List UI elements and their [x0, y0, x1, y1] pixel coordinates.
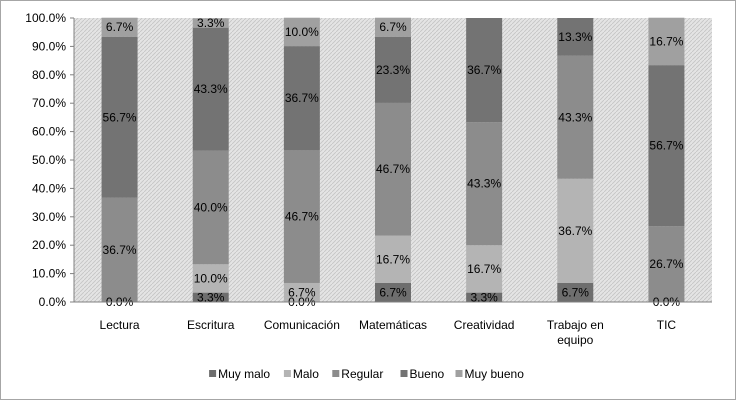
data-label: 6.7% — [106, 20, 134, 34]
legend-label: Malo — [293, 367, 319, 381]
bar-segment-regular — [375, 102, 411, 236]
data-label: 6.7% — [562, 285, 590, 299]
x-tick-label: TIC — [657, 318, 677, 332]
y-tick-label: 80.0% — [32, 68, 66, 82]
data-labels: 0.0%36.7%56.7%6.7%3.3%10.0%40.0%43.3%3.3… — [103, 16, 684, 309]
legend-label: Muy bueno — [465, 367, 525, 381]
legend-swatch — [332, 370, 340, 377]
y-tick-label: 0.0% — [39, 295, 67, 309]
bar-segment-malo — [192, 264, 229, 293]
bar-segment-regular — [283, 150, 320, 283]
bar-segment-regular — [192, 150, 229, 265]
data-label: 56.7% — [103, 110, 137, 124]
y-tick-label: 20.0% — [32, 238, 66, 252]
bar-segment-muy-bueno — [375, 17, 411, 37]
bar-segment-malo — [283, 282, 320, 302]
bar-segment-bueno — [375, 36, 411, 103]
y-tick-label: 70.0% — [32, 96, 66, 110]
bar-segment-muy-malo — [557, 282, 594, 302]
data-label: 46.7% — [376, 162, 410, 176]
y-tick-label: 10.0% — [32, 267, 66, 281]
data-label: 36.7% — [558, 224, 592, 238]
data-label: 26.7% — [649, 257, 683, 271]
data-label: 6.7% — [379, 20, 407, 34]
y-tick-label: 30.0% — [32, 210, 66, 224]
x-tick-label: Comunicación — [264, 318, 340, 332]
bar-segment-muy-bueno — [192, 18, 229, 28]
data-label: 16.7% — [649, 34, 683, 48]
y-tick-label: 40.0% — [32, 181, 66, 195]
data-label: 40.0% — [194, 200, 228, 214]
bar-segment-regular — [648, 226, 685, 302]
y-tick-label: 60.0% — [32, 125, 66, 139]
bar-segment-muy-malo — [192, 292, 229, 302]
data-label: 46.7% — [285, 210, 319, 224]
x-tick-label: Lectura — [100, 318, 140, 332]
legend-swatch — [455, 370, 463, 377]
y-tick-label: 100.0% — [25, 11, 66, 25]
data-label: 16.7% — [467, 262, 501, 276]
data-label: 6.7% — [288, 285, 316, 299]
bar-segment-malo — [466, 245, 503, 293]
y-axis: 0.0% 10.0% 20.0% 30.0% 40.0% 50.0% 60.0% 70.0% 8… — [25, 11, 75, 309]
bar-segment-bueno — [466, 18, 503, 123]
bar-segment-muy-bueno — [283, 17, 320, 47]
legend-label: Regular — [341, 367, 383, 381]
legend-swatch — [209, 370, 217, 377]
bar-segment-bueno — [192, 27, 229, 151]
bar-segment-muy-bueno — [101, 17, 138, 37]
data-label: 56.7% — [649, 139, 683, 153]
bar-segment-bueno — [283, 46, 320, 151]
data-label: 3.3% — [197, 290, 225, 304]
data-label: 43.3% — [558, 110, 592, 124]
data-label: 23.3% — [376, 63, 410, 77]
legend-swatch — [400, 370, 408, 377]
x-tick-label: Creatividad — [454, 318, 515, 332]
legend: Muy malo Malo Regular Bueno Muy bueno — [209, 367, 524, 381]
data-label: 10.0% — [285, 25, 319, 39]
data-label: 36.7% — [285, 91, 319, 105]
data-label: 13.3% — [558, 30, 592, 44]
data-label: 36.7% — [103, 243, 137, 257]
data-label: 6.7% — [379, 285, 407, 299]
bar-segment-muy-bueno — [648, 17, 685, 66]
x-axis: Lectura Escritura Comunicación Matemáticas C… — [74, 301, 712, 347]
data-label: 43.3% — [467, 177, 501, 191]
bars — [101, 17, 685, 302]
data-label: 10.0% — [194, 271, 228, 285]
y-tick-label: 90.0% — [32, 39, 66, 53]
bar-segment-malo — [375, 235, 411, 283]
data-label: 36.7% — [467, 63, 501, 77]
legend-label: Muy malo — [218, 367, 270, 381]
bar-segment-malo — [557, 178, 594, 283]
bar-segment-muy-malo — [375, 282, 411, 302]
bar-segment-regular — [466, 122, 503, 246]
x-tick-label: Escritura — [187, 318, 235, 332]
legend-swatch — [283, 370, 291, 377]
bar-segment-muy-malo — [466, 292, 503, 302]
bar-segment-regular — [101, 197, 138, 302]
bar-segment-bueno — [101, 36, 138, 198]
bar-segment-regular — [557, 55, 594, 179]
x-tick-label: Matemáticas — [359, 318, 427, 332]
data-label: 3.3% — [197, 16, 225, 30]
data-label: 16.7% — [376, 252, 410, 266]
x-tick-label: Trabajo en equipo — [547, 318, 604, 347]
legend-label: Bueno — [410, 367, 445, 381]
bar-segment-bueno — [557, 18, 594, 56]
bar-segment-bueno — [648, 65, 685, 227]
y-tick-label: 50.0% — [32, 153, 66, 167]
data-label: 3.3% — [470, 290, 498, 304]
data-label: 43.3% — [194, 82, 228, 96]
